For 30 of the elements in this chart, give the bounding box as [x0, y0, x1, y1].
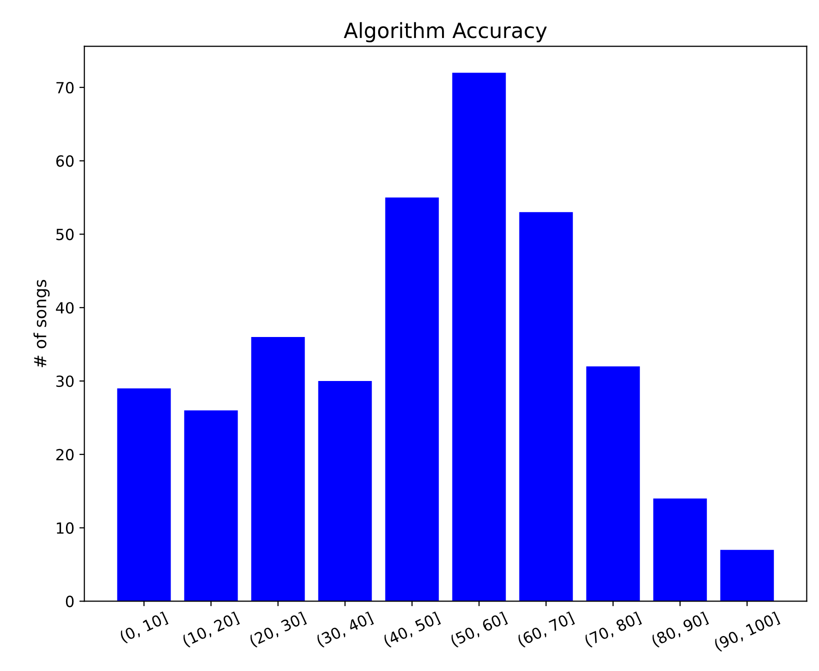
y-axis-title: # of songs: [34, 280, 50, 368]
x-tick-label: (80, 90]: [650, 611, 709, 648]
bar: [184, 410, 238, 602]
bar: [720, 550, 774, 602]
bar: [519, 212, 573, 602]
x-tick-label: (50, 60]: [450, 611, 508, 648]
y-tick-label: 70: [56, 82, 74, 94]
x-tick-label: (40, 50]: [382, 611, 441, 648]
x-tick-label: (0, 10]: [119, 611, 168, 644]
x-tick-label: (10, 20]: [182, 611, 240, 648]
y-tick-label: 40: [56, 302, 74, 314]
bar: [318, 381, 372, 602]
x-tick-label: (70, 80]: [584, 611, 642, 648]
bar: [653, 498, 707, 602]
bar: [452, 72, 506, 602]
x-tick-label: (90, 100]: [713, 611, 780, 652]
x-tick-label: (30, 40]: [316, 611, 374, 648]
y-tick-label: 0: [66, 596, 74, 608]
bar: [117, 388, 171, 602]
y-tick-label: 10: [56, 522, 74, 534]
y-tick-label: 20: [56, 448, 74, 460]
bar: [586, 366, 640, 602]
y-tick-label: 60: [56, 155, 74, 167]
bar: [385, 198, 439, 602]
x-tick-label: (60, 70]: [516, 611, 575, 648]
x-tick-label: (20, 30]: [248, 611, 307, 648]
chart-title: Algorithm Accuracy: [344, 22, 547, 42]
bar: [251, 336, 305, 602]
y-tick-label: 50: [56, 228, 74, 240]
y-tick-label: 30: [56, 375, 74, 388]
